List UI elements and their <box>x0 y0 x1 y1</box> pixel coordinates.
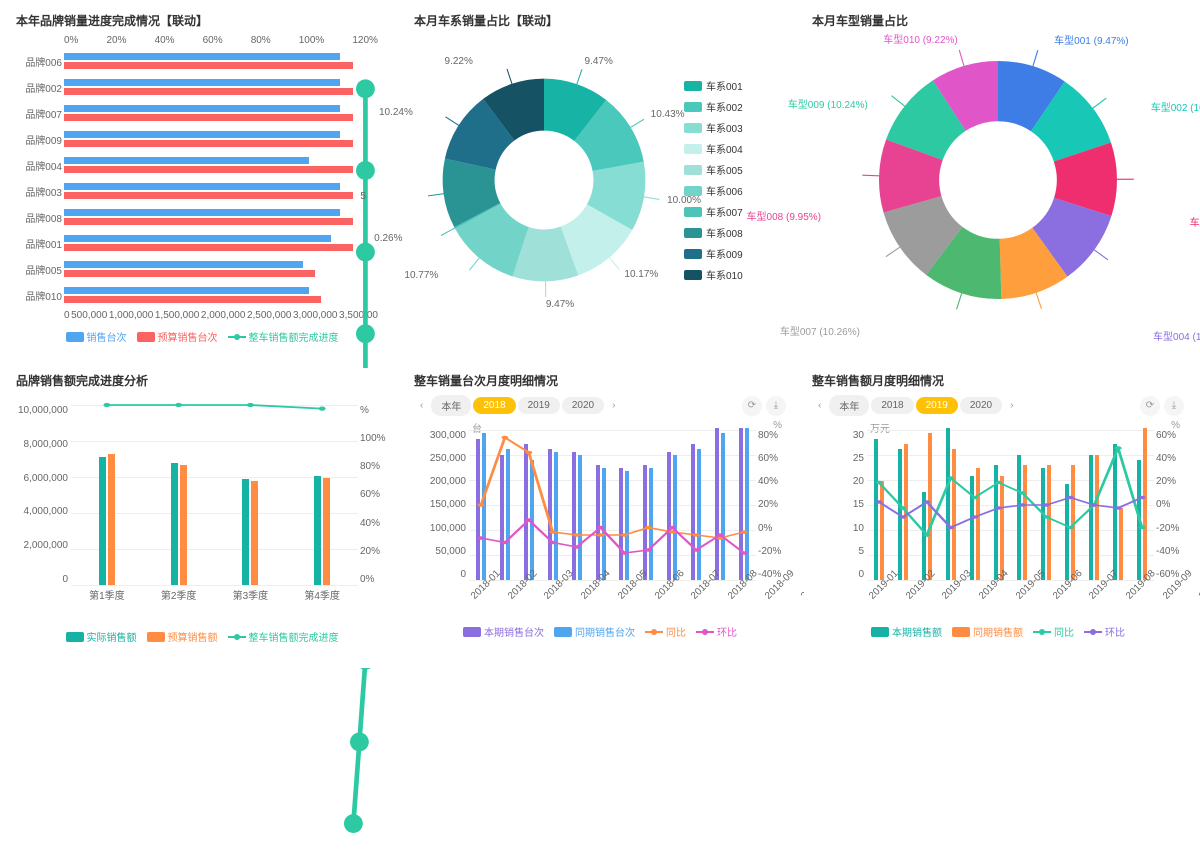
hbar-row[interactable] <box>64 48 378 74</box>
export-icon[interactable]: ⤓ <box>766 396 786 416</box>
legend-item[interactable]: 车系001 <box>684 78 743 93</box>
tab-2019[interactable]: 2019 <box>916 397 958 414</box>
panel-brand-quarterly: 品牌销售额完成进度分析 10,000,0008,000,0006,000,000… <box>8 368 396 668</box>
legend-item[interactable]: 整车销售额完成进度 <box>228 329 339 344</box>
tab-2019[interactable]: 2019 <box>518 397 560 414</box>
legend-item[interactable]: 车系008 <box>684 225 743 240</box>
legend-item[interactable]: 实际销售额 <box>66 629 137 644</box>
hbar-row[interactable] <box>64 100 378 126</box>
hbar-row[interactable] <box>64 74 378 100</box>
panel-title: 品牌销售额完成进度分析 <box>16 372 388 389</box>
panel-title: 本年品牌销量进度完成情况【联动】 <box>16 12 388 29</box>
legend-item[interactable]: 同比 <box>1033 624 1074 639</box>
tab-2018[interactable]: 2018 <box>473 397 515 414</box>
panel-title: 整车销量台次月度明细情况 <box>414 372 786 389</box>
tab-next[interactable]: › <box>606 398 621 413</box>
legend-item[interactable]: 环比 <box>696 624 737 639</box>
hbar-row[interactable] <box>64 204 378 230</box>
hbar-row[interactable] <box>64 178 378 204</box>
legend-item[interactable]: 车系009 <box>684 246 743 261</box>
export-icon[interactable]: ⤓ <box>1164 396 1184 416</box>
panel-series-donut: 本月车系销量占比【联动】 9.47%10.43%10.00%10.17%9.47… <box>406 8 794 358</box>
legend-item[interactable]: 车系002 <box>684 99 743 114</box>
tab-本年[interactable]: 本年 <box>829 395 869 416</box>
tab-prev[interactable]: ‹ <box>414 398 429 413</box>
panel-model-donut: 本月车型销量占比 车型001 (9.47%)车型002 (10.43%)车型00… <box>804 8 1192 358</box>
legend-item[interactable]: 销售台次 <box>66 329 127 344</box>
hbar-row[interactable] <box>64 126 378 152</box>
legend-item[interactable]: 同期销售额 <box>952 624 1023 639</box>
legend-item[interactable]: 车系007 <box>684 204 743 219</box>
dashboard-grid: 本年品牌销量进度完成情况【联动】 0%20%40%60%80%100%120% … <box>0 0 1200 676</box>
hbar-row[interactable] <box>64 282 378 308</box>
hbar-chart: 0%20%40%60%80%100%120% 品牌006品牌002品牌007品牌… <box>16 35 388 325</box>
tab-2020[interactable]: 2020 <box>960 397 1002 414</box>
tab-next[interactable]: › <box>1004 398 1019 413</box>
panel-title: 本月车型销量占比 <box>812 12 1184 29</box>
tab-本年[interactable]: 本年 <box>431 395 471 416</box>
legend-item[interactable]: 车系003 <box>684 120 743 135</box>
tab-2020[interactable]: 2020 <box>562 397 604 414</box>
legend-item[interactable]: 本期销售台次 <box>463 624 544 639</box>
panel-title: 整车销售额月度明细情况 <box>812 372 1184 389</box>
hbar-row[interactable] <box>64 230 378 256</box>
panel-title: 本月车系销量占比【联动】 <box>414 12 786 29</box>
legend-item[interactable]: 同比 <box>645 624 686 639</box>
tab-prev[interactable]: ‹ <box>812 398 827 413</box>
legend-item[interactable]: 整车销售额完成进度 <box>228 629 339 644</box>
legend-item[interactable]: 环比 <box>1084 624 1125 639</box>
panel-monthly-volume: 整车销量台次月度明细情况 ‹本年201820192020›⟳⤓ 台 % 300,… <box>406 368 794 668</box>
legend-item[interactable]: 车系005 <box>684 162 743 177</box>
legend-item[interactable]: 同期销售台次 <box>554 624 635 639</box>
panel-monthly-revenue: 整车销售额月度明细情况 ‹本年201820192020›⟳⤓ 万元 % 3025… <box>804 368 1192 668</box>
panel-brand-sales-progress: 本年品牌销量进度完成情况【联动】 0%20%40%60%80%100%120% … <box>8 8 396 358</box>
hbar-row[interactable] <box>64 256 378 282</box>
refresh-icon[interactable]: ⟳ <box>1140 396 1160 416</box>
legend-item[interactable]: 预算销售额 <box>147 629 218 644</box>
legend-item[interactable]: 预算销售台次 <box>137 329 218 344</box>
tab-2018[interactable]: 2018 <box>871 397 913 414</box>
legend-item[interactable]: 车系010 <box>684 267 743 282</box>
legend-item[interactable]: 车系004 <box>684 141 743 156</box>
legend-item[interactable]: 本期销售额 <box>871 624 942 639</box>
hbar-row[interactable] <box>64 152 378 178</box>
refresh-icon[interactable]: ⟳ <box>742 396 762 416</box>
